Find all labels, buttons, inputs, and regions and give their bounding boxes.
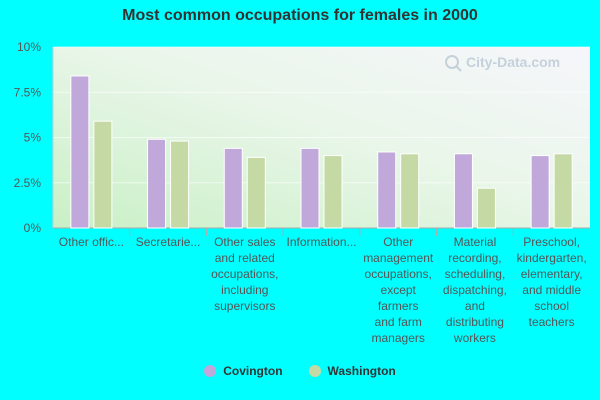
legend-swatch-washington [308, 365, 321, 377]
x-tick-label: Information... [286, 235, 356, 249]
x-tick-label: Other management occupations, except farmers… [363, 235, 434, 345]
x-tick-label: Other sales and related occupations, includ… [211, 235, 278, 313]
legend-label-covington: Covington [223, 364, 283, 378]
x-tick-label: Preschool, kindergarten, elementary, and mi… [517, 235, 587, 329]
y-tick-label: 7.5% [14, 85, 42, 99]
legend-label-washington: Washington [327, 364, 396, 378]
bars [70, 75, 573, 229]
y-tick-label: 2.5% [14, 176, 42, 190]
bar-covington[interactable] [147, 138, 167, 229]
bar-covington[interactable] [223, 147, 243, 229]
bar-covington[interactable] [377, 151, 397, 229]
chart-title: Most common occupations for females in 2… [122, 7, 478, 24]
watermark: City-Data.com [445, 54, 560, 72]
bar-covington[interactable] [453, 153, 473, 229]
y-tick-label: 5% [24, 131, 42, 145]
y-tick-label: 0% [24, 221, 42, 235]
bar-washington[interactable] [246, 156, 266, 229]
legend-swatch-covington [204, 365, 217, 377]
bar-covington[interactable] [300, 147, 320, 229]
bar-covington[interactable] [530, 155, 550, 229]
legend-item-covington: Covington [204, 364, 283, 378]
bar-washington[interactable] [553, 153, 573, 229]
x-tick-label: Material recording, scheduling, dispatching… [443, 235, 507, 345]
bar-washington[interactable] [93, 120, 113, 229]
bar-covington[interactable] [70, 75, 90, 229]
bar-washington[interactable] [400, 153, 420, 229]
y-axis: 0% 2.5% 5% 7.5% 10% [14, 40, 590, 235]
bar-washington[interactable] [323, 155, 343, 229]
x-axis: Other offic... Secretarie... Other sales an… [59, 228, 587, 345]
bar-washington[interactable] [476, 187, 496, 229]
legend: Covington Washington [0, 364, 600, 378]
watermark-text: City-Data.com [466, 54, 560, 70]
gridlines [53, 46, 590, 184]
x-tick-label: Secretarie... [136, 235, 201, 249]
x-tick-label: Other offic... [59, 235, 124, 249]
bar-washington[interactable] [170, 140, 190, 229]
y-tick-label: 10% [17, 40, 41, 54]
legend-item-washington: Washington [308, 364, 396, 378]
